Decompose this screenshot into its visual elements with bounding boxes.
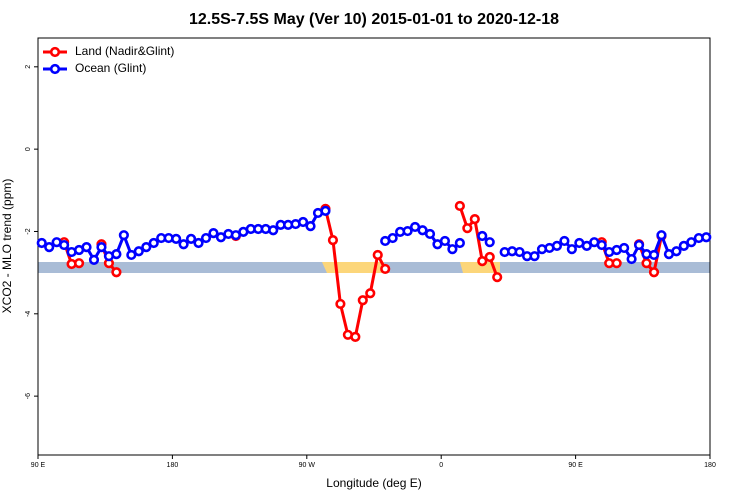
data-point: [454, 237, 465, 249]
data-point: [686, 237, 697, 248]
data-point: [44, 242, 55, 253]
x-tick-label: 180: [167, 462, 179, 469]
data-point: [484, 251, 495, 263]
data-point: [171, 233, 182, 244]
data-point: [268, 225, 279, 236]
data-point: [59, 239, 70, 251]
y-tick-label: 0: [25, 147, 32, 151]
data-point: [656, 230, 667, 241]
legend-item: Land (Nadir&Glint): [43, 44, 174, 58]
data-point: [551, 240, 563, 251]
data-point: [417, 225, 428, 236]
data-point: [514, 246, 525, 258]
data-point: [424, 228, 436, 240]
data-point: [492, 272, 503, 283]
y-tick-label: 2: [25, 65, 32, 69]
data-point: [559, 235, 570, 247]
data-point: [462, 223, 473, 234]
x-tick-label: 90 E: [568, 462, 583, 469]
data-point: [297, 216, 309, 228]
data-point: [447, 244, 458, 255]
band-highlight: [460, 262, 500, 273]
data-point: [380, 263, 391, 275]
data-point: [633, 239, 645, 251]
data-point: [641, 258, 652, 269]
data-point: [477, 230, 488, 242]
data-point: [477, 256, 488, 267]
y-tick-label: -2: [25, 228, 32, 234]
data-point: [626, 253, 637, 265]
x-tick-label: 0: [439, 462, 443, 469]
data-point: [402, 225, 413, 237]
data-point: [619, 242, 630, 254]
data-point: [350, 331, 361, 342]
data-point: [335, 298, 346, 310]
data-point: [193, 237, 204, 249]
data-point: [141, 242, 152, 253]
x-tick-label: 90 E: [31, 462, 46, 469]
legend-label: Land (Nadir&Glint): [75, 44, 174, 58]
data-point: [73, 258, 85, 269]
data-point: [484, 237, 495, 248]
legend-label: Ocean (Glint): [75, 61, 146, 75]
data-point: [148, 237, 159, 249]
data-point: [126, 249, 137, 261]
data-point: [454, 200, 465, 212]
data-point: [305, 221, 316, 232]
data-point: [36, 237, 47, 249]
data-point: [178, 239, 189, 250]
y-tick-label: -6: [25, 393, 32, 399]
plot-frame: [37, 37, 711, 456]
y-axis-label: XCO2 - MLO trend (ppm): [0, 179, 14, 314]
y-tick-label: -4: [25, 311, 32, 317]
data-point: [96, 242, 107, 253]
data-point: [596, 239, 607, 251]
data-point: [320, 205, 331, 216]
data-point: [529, 251, 540, 262]
legend-item: Ocean (Glint): [43, 61, 146, 75]
data-point: [439, 235, 451, 247]
data-point: [185, 233, 197, 244]
data-point: [111, 249, 122, 260]
data-point: [118, 230, 129, 241]
data-point: [611, 258, 622, 269]
data-point: [200, 232, 212, 244]
data-point: [701, 232, 712, 243]
data-point: [357, 295, 368, 306]
x-tick-label: 180: [704, 462, 716, 469]
x-tick-label: 90 W: [299, 462, 316, 469]
data-point: [678, 240, 689, 251]
data-point: [372, 249, 383, 261]
chart-title: 12.5S-7.5S May (Ver 10) 2015-01-01 to 20…: [189, 11, 559, 28]
data-point: [327, 235, 339, 246]
data-point: [88, 254, 100, 265]
data-point: [208, 228, 219, 239]
legend-marker: [49, 46, 61, 58]
data-point: [111, 267, 122, 278]
x-axis-label: Longitude (deg E): [326, 476, 421, 490]
data-point: [469, 214, 480, 225]
data-point: [671, 246, 682, 257]
data-point: [581, 240, 592, 251]
data-point: [365, 288, 376, 299]
legend-marker: [49, 63, 61, 75]
data-point: [81, 242, 92, 253]
data-point: [387, 232, 398, 244]
data-point: [566, 244, 577, 255]
data-point: [133, 246, 144, 257]
data-point: [648, 267, 660, 278]
data-point: [648, 249, 660, 261]
